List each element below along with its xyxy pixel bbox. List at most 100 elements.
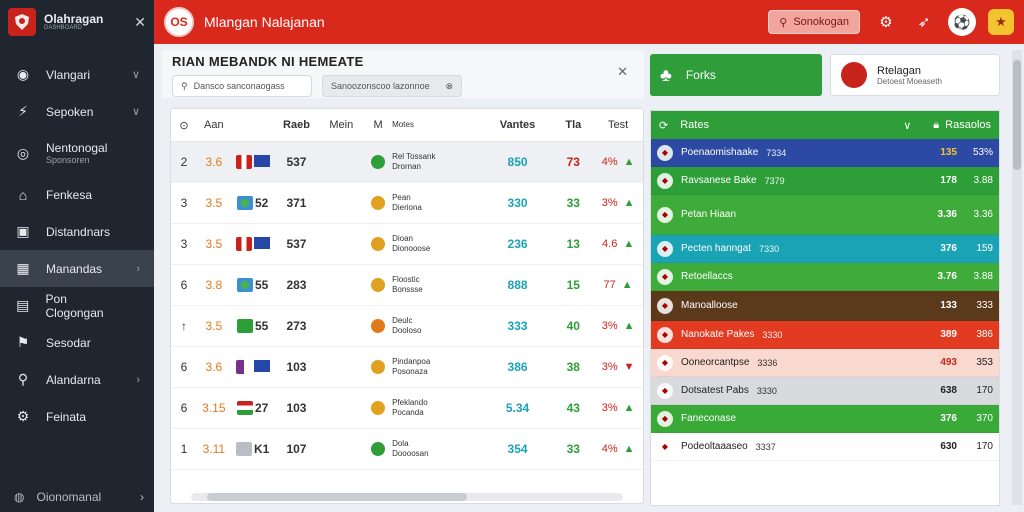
rocket-icon[interactable]: ➶ <box>917 14 931 31</box>
ranking-row[interactable]: ◆ Pecten hanngat 7330 376 159 <box>651 235 999 263</box>
status-cell <box>364 360 392 374</box>
sidebar-item[interactable]: ▣ Distandnars <box>0 213 154 250</box>
flag-icon <box>236 278 253 292</box>
team-logo-icon: ◆ <box>657 144 673 161</box>
table-row[interactable]: 2 3.6 537 Rel Tossank Drornan 850 73 4% ▲ <box>171 142 643 183</box>
ranking-row[interactable]: ◆ Ravsanese Bake 7379 178 3.88 <box>651 167 999 195</box>
sidebar-item[interactable]: ▤ Pon Clogongan <box>0 287 154 324</box>
horizontal-scrollbar[interactable] <box>191 493 623 501</box>
team-score: 638 <box>940 385 957 396</box>
user-card[interactable]: Rtelagan Detoest Moeaseth <box>830 54 1000 96</box>
team-logo-icon: ◆ <box>657 240 673 257</box>
team-logo-icon: ◆ <box>657 326 673 343</box>
column-header[interactable]: Test <box>608 119 629 131</box>
sidebar-item[interactable]: ◎ Nentonogal Sponsoren <box>0 130 154 176</box>
status-cell <box>364 442 392 456</box>
value-cell: 236 <box>507 237 528 251</box>
bolt-icon: ⚡︎ <box>18 103 28 119</box>
trend-icon: ▲ <box>623 443 635 455</box>
sidebar-item[interactable]: ⚑ Sesodar <box>0 324 154 361</box>
column-header[interactable]: Raeb <box>283 119 310 131</box>
sidebar-item[interactable]: ⌂ Fenkesa <box>0 176 154 213</box>
ranking-row[interactable]: ◆ Manoalloose 133 333 <box>651 291 999 321</box>
ranking-row[interactable]: ◆ Retoellaccs 3.76 3.88 <box>651 263 999 291</box>
sidebar: Olahragan DASHBOARD ✕ ◉ Vlangari ∨ ⚡︎ Sepoke… <box>0 0 154 512</box>
table-row[interactable]: ↑ 3.5 55 273 Deulc Dooloso 333 40 3% ▲ <box>171 306 643 347</box>
ranking-row[interactable]: ◆ Dotsatest Pabs 3330 638 170 <box>651 377 999 405</box>
column-header[interactable]: Motes <box>392 120 414 129</box>
notes-cell: Pindanpoa Posonaza <box>392 357 482 377</box>
ranking-header-right: Rasaolos <box>945 119 991 131</box>
forks-button[interactable]: ♣ Forks <box>650 54 822 96</box>
percent-cell: 3% ▲ <box>593 320 643 332</box>
table-row[interactable]: 6 3.8 55 283 Floostic Bonssse 888 15 77 ▲ <box>171 265 643 306</box>
ranking-row[interactable]: ◆ Ooneorcantpse 3336 493 353 <box>651 349 999 377</box>
flag-icon <box>236 319 253 333</box>
status-cell <box>364 237 392 251</box>
number-cell: 103 <box>286 360 307 374</box>
column-header[interactable]: Vantes <box>499 119 536 131</box>
sidebar-item-text: Vlangari <box>46 67 91 82</box>
filter-input[interactable]: Sanoozonscoo lazonnoe ⊗ <box>322 75 462 97</box>
sidebar-item[interactable]: ▦ Manandas › <box>0 250 154 287</box>
notes-line-2: Dieriona <box>392 203 422 212</box>
rank-cell: ↑ <box>180 319 187 333</box>
table-row[interactable]: 6 3.6 103 Pindanpoa Posonaza 386 38 3% ▼ <box>171 347 643 388</box>
sidebar-item[interactable]: ⚡︎ Sepoken ∨ <box>0 93 154 130</box>
table-row[interactable]: 3 3.5 537 Dioan Dionooose 236 13 4.6 ▲ <box>171 224 643 265</box>
notification-icon[interactable]: ⚙ <box>879 14 893 31</box>
ranking-row[interactable]: ◆ Petan Hiaan 3.36 3.36 <box>651 195 999 235</box>
chevron-icon: ∨ <box>131 106 140 118</box>
close-icon[interactable]: ✕ <box>134 13 146 30</box>
column-header[interactable]: M <box>373 119 383 131</box>
search-input[interactable]: ⚲ Dansco sanconaogass <box>172 75 312 97</box>
scroll-thumb[interactable] <box>207 493 467 501</box>
sidebar-item-label: Distandnars <box>46 225 110 239</box>
column-header[interactable]: Mein <box>329 119 354 131</box>
sidebar-item[interactable]: ◉ Vlangari ∨ <box>0 56 154 93</box>
club-logo-icon[interactable]: OS <box>164 7 194 37</box>
ranking-row[interactable]: ◆ Faneconase 376 370 <box>651 405 999 433</box>
sidebar-item-sublabel: Sponsoren <box>46 155 90 165</box>
team-logo-icon: ◆ <box>657 382 673 399</box>
avatar[interactable]: ⚽ <box>948 8 976 36</box>
team-score: 630 <box>940 441 957 452</box>
notes-cell: Deulc Dooloso <box>392 316 482 336</box>
chevron-down-icon[interactable]: ∨ <box>903 119 912 132</box>
sidebar-footer[interactable]: ◍ Oionomanal › <box>14 490 144 504</box>
team-crest-cell: 55 <box>231 319 275 333</box>
award-badge-icon[interactable]: ★ <box>988 9 1014 35</box>
close-icon[interactable]: ✕ <box>617 64 628 79</box>
status-dot-icon <box>371 319 386 333</box>
goals-cell: 13 <box>566 237 580 251</box>
search-button[interactable]: ⚲ Sonokogan <box>768 10 860 34</box>
sidebar-item-text: Feinata <box>46 409 87 424</box>
column-header[interactable]: Aan <box>204 119 224 131</box>
refresh-icon[interactable]: ⟳ <box>659 119 669 132</box>
clear-icon[interactable]: ⊗ <box>445 80 453 91</box>
column-header[interactable]: Tla <box>565 119 582 131</box>
sidebar-item-text: Distandnars <box>46 224 111 239</box>
table-row[interactable]: 1 3.11 K1 107 Dola Doooosan 354 33 4% ▲ <box>171 429 643 470</box>
sort-icon[interactable]: ⊙ <box>179 119 189 132</box>
team-extra-value: 7379 <box>764 175 785 186</box>
team-name: Faneconase <box>681 413 737 424</box>
flag-icon <box>235 155 252 169</box>
team-percent: 3.36 <box>973 209 993 220</box>
table-row[interactable]: 6 3.15 27 103 Pfeklando Pocanda 5.34 43 3% ▲ <box>171 388 643 429</box>
sidebar-item[interactable]: ⚙ Feinata <box>0 398 154 435</box>
search-icon: ⚲ <box>17 371 29 387</box>
user-subtitle: Detoest Moeaseth <box>877 76 942 86</box>
scroll-thumb[interactable] <box>1013 60 1021 170</box>
ranking-row[interactable]: ◆ Poenaomishaake 7334 135 53% <box>651 139 999 167</box>
sidebar-item[interactable]: ⚲ Alandarna › <box>0 361 154 398</box>
ranking-row[interactable]: ◆ Nanokate Pakes 3330 389 386 <box>651 321 999 349</box>
ranking-row[interactable]: ◆ Podeoltaaaseo 3337 630 170 <box>651 433 999 461</box>
team-badge-icon <box>253 360 270 372</box>
chevron-right-icon: › <box>140 490 144 504</box>
table-row[interactable]: 3 3.5 52 371 Pean Dieriona 330 33 3% ▲ <box>171 183 643 224</box>
sidebar-nav: ◉ Vlangari ∨ ⚡︎ Sepoken ∨ ◎ Nentonogal Sponsoren… <box>0 56 154 435</box>
team-score: 376 <box>940 413 957 424</box>
number-cell: 273 <box>286 319 307 333</box>
vertical-scrollbar[interactable] <box>1012 50 1022 505</box>
